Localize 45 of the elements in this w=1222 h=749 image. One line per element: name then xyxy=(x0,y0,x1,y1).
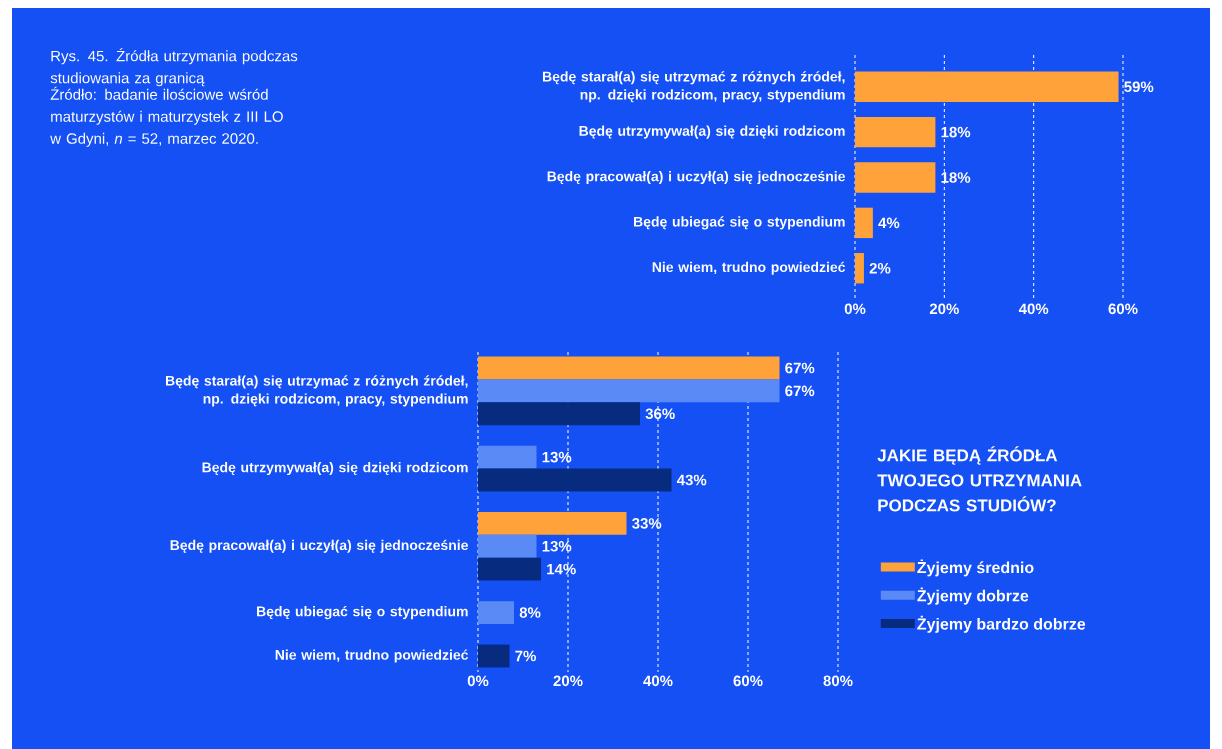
y-tick-label: Będę starał(a) się utrzymać z różnych źródeł, np. dzięki rodzicom, pracy, stypendium xyxy=(542,71,845,103)
data-label: 18% xyxy=(941,172,971,183)
bar xyxy=(855,162,936,193)
data-label: 4% xyxy=(878,217,900,229)
y-tick-label: Nie wiem, trudno powiedzieć xyxy=(275,649,469,663)
data-label: 13% xyxy=(542,540,572,552)
data-label: 67% xyxy=(785,385,815,397)
bar xyxy=(855,207,873,239)
legend-label: Żyjemy bardzo dobrze xyxy=(917,615,1086,633)
data-label: 2% xyxy=(869,262,891,274)
text: Źródło: badanie ilościowe wśród maturzystów i maturzystek z III LO w Gdyni, n = 52, marzec 2020. xyxy=(50,86,283,147)
legend-label: Żyjemy dobrze xyxy=(917,587,1029,605)
y-tick-label: Będę starał(a) się utrzymać z różnych źródeł, np. dzięki rodzicom, pracy, stypendium xyxy=(165,375,468,407)
data-label: 67% xyxy=(785,362,815,374)
data-label: 8% xyxy=(519,607,541,618)
y-tick-label: Będę ubiegać się o stypendium xyxy=(257,605,468,620)
x-tick-label: 0% xyxy=(844,303,866,315)
x-tick-label: 60% xyxy=(1108,303,1138,315)
x-tick-label: 0% xyxy=(467,675,489,687)
bar xyxy=(855,253,864,284)
x-tick-label: 80% xyxy=(823,675,853,687)
data-label: 18% xyxy=(941,126,971,138)
y-tick-label: Będę utrzymywał(a) się dzięki rodzicom xyxy=(579,125,845,139)
x-tick-label: 20% xyxy=(929,303,959,315)
y-tick-label: Będę pracował(a) i uczył(a) się jednocześnie xyxy=(547,170,845,185)
data-label: 33% xyxy=(632,518,662,529)
x-tick-label: 20% xyxy=(553,675,583,687)
x-tick-label: 40% xyxy=(643,675,673,687)
bar xyxy=(855,116,936,148)
data-label: 59% xyxy=(1124,81,1154,93)
legend-label: Żyjemy średnio xyxy=(917,559,1034,577)
y-tick-label: Będę pracował(a) i uczył(a) się jednocześnie xyxy=(170,539,468,553)
x-tick-label: 60% xyxy=(733,675,763,687)
text: Rys. 45. Źródła utrzymania podczas studiowania za granicą xyxy=(50,48,298,87)
data-label: 36% xyxy=(645,408,675,420)
x-tick-label: 40% xyxy=(1018,303,1049,315)
data-label: 7% xyxy=(515,650,536,662)
data-label: 43% xyxy=(676,474,707,486)
y-tick-label: Będę utrzymywał(a) się dzięki rodzicom xyxy=(202,462,468,476)
data-label: 13% xyxy=(542,451,572,463)
y-tick-label: Będę ubiegać się o stypendium xyxy=(634,216,845,230)
bar xyxy=(855,71,1119,102)
legend-title: JAKIE BĘDĄ ŹRÓDŁA TWOJEGO UTRZYMANIA PODCZAS STUDIÓW? xyxy=(877,446,1082,512)
data-label: 14% xyxy=(547,563,576,575)
y-tick-label: Nie wiem, trudno powiedzieć xyxy=(652,261,846,275)
